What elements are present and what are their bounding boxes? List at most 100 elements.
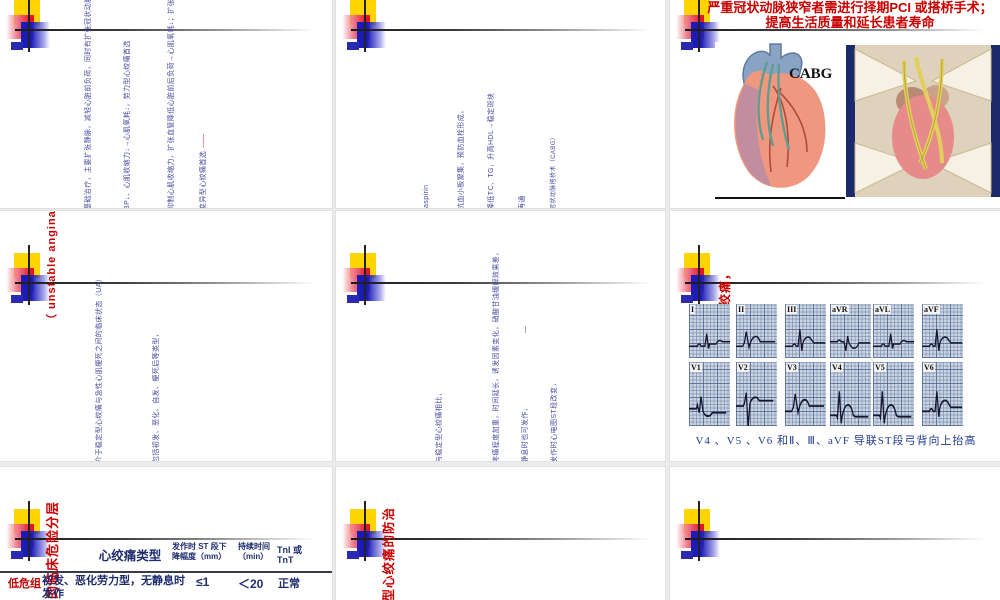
slide3-left-image-baseline bbox=[715, 197, 845, 199]
ecg-lead-panel-V5: V5 bbox=[873, 362, 914, 426]
logo-vertical-line bbox=[698, 0, 700, 52]
logo-vertical-line bbox=[364, 501, 366, 561]
slide-thumbnail-2[interactable]: aspirin 抗血小板聚集，预防血栓形成， 降低TC、TG，升高HDL→稳定斑… bbox=[336, 0, 665, 208]
title-underline-rule bbox=[685, 282, 985, 284]
slide-thumbnail-4[interactable]: （ unstable angina pecto 介于稳定型心绞痛与急性心肌梗死之… bbox=[0, 211, 332, 461]
logo-blue-chip bbox=[681, 295, 693, 303]
ecg-lead-panel-V2: V2 bbox=[736, 362, 777, 426]
logo-blue-chip bbox=[11, 551, 23, 559]
ecg-waveform bbox=[922, 391, 963, 417]
logo-blue-square bbox=[21, 22, 50, 48]
slide8-vertical-title: 不稳定型心绞痛的防治 bbox=[382, 506, 396, 600]
ecg-lead-label: aVF bbox=[923, 305, 940, 314]
ecg-lead-label: V2 bbox=[737, 363, 749, 372]
slide2-text-column-4: 再通 bbox=[519, 195, 526, 208]
slide-thumbnail-9[interactable] bbox=[670, 467, 1000, 600]
logo-vertical-line bbox=[28, 0, 30, 52]
slide2-text-column-5: 冠状动脉搭桥术（CABG） bbox=[551, 133, 557, 208]
logo-blue-chip bbox=[11, 42, 23, 50]
slide-thumbnail-6[interactable]: 绞痛， I II III aVR aVL aVF V1 V2 V3 V4 V5 V6 V4 、V5 、… bbox=[670, 211, 1000, 461]
title-underline-rule bbox=[685, 538, 985, 540]
logo-blue-chip bbox=[11, 295, 23, 303]
ecg-waveform bbox=[873, 391, 912, 424]
logo-blue-square bbox=[691, 531, 720, 557]
slide5-text-column-1: 与稳定型心绞痛相比， bbox=[436, 389, 443, 461]
slide-thumbnail-1[interactable]: 基础治疗，主要扩张静脉，减轻心脏前负荷，同时有扩张冠状动脉的作用 BP↓、心肌收… bbox=[0, 0, 332, 208]
logo-vertical-line bbox=[698, 501, 700, 561]
ecg-lead-panel-aVR: aVR bbox=[830, 304, 871, 358]
cabg-heart-illustration: CABG bbox=[715, 42, 845, 197]
title-underline-rule bbox=[15, 538, 315, 540]
ecg-lead-label: V6 bbox=[923, 363, 935, 372]
slide1-text-column-3: 抑制心肌收缩力，扩张血管降低心脏前后负荷→心肌氧耗↓；扩张冠状动脉 bbox=[168, 0, 175, 208]
slide1-red-dash: —— bbox=[200, 134, 207, 148]
ecg-waveform bbox=[736, 331, 776, 351]
ecg-waveform bbox=[922, 329, 963, 351]
ecg-lead-panel-aVF: aVF bbox=[922, 304, 963, 358]
slide-thumbnail-7[interactable]: 不稳定型心绞痛的临床危险分层 心绞痛类型 发作时 ST 段下降幅度（mm） 持续… bbox=[0, 467, 332, 600]
slide6-vertical-title: 绞痛， bbox=[718, 266, 732, 306]
table-header-troponin: TnI 或 TnT bbox=[277, 545, 302, 565]
table-cell-angina-type: 初发、恶化劳力型，无静息时发作 bbox=[42, 575, 185, 600]
ecg-lead-label: V5 bbox=[874, 363, 886, 372]
slide3-title-line1: 严重冠状动脉狭窄者需进行择期PCI 或搭桥手术； bbox=[707, 0, 993, 15]
logo-vertical-line bbox=[28, 245, 30, 305]
logo-blue-chip bbox=[681, 551, 693, 559]
slide1-text-column-4: 变异型心绞痛首选 bbox=[200, 150, 207, 208]
ecg-lead-label: V1 bbox=[690, 363, 702, 372]
logo-vertical-line bbox=[364, 0, 366, 52]
title-underline-rule bbox=[351, 29, 651, 31]
ecg-waveform bbox=[830, 391, 869, 424]
slide-thumbnail-3[interactable]: 严重冠状动脉狭窄者需进行择期PCI 或搭桥手术； 提高生活质量和延长患者寿命 C… bbox=[670, 0, 1000, 208]
ecg-lead-panel-I: I bbox=[689, 304, 730, 358]
ecg-lead-panel-II: II bbox=[736, 304, 777, 358]
title-underline-rule bbox=[351, 538, 651, 540]
logo-vertical-line bbox=[698, 245, 700, 305]
slide3-title: 严重冠状动脉狭窄者需进行择期PCI 或搭桥手术； 提高生活质量和延长患者寿命 bbox=[705, 0, 995, 30]
logo-vertical-line bbox=[364, 245, 366, 305]
table-cell-troponin: 正常 bbox=[278, 578, 300, 590]
svg-text:CABG: CABG bbox=[789, 66, 833, 82]
ecg-waveform bbox=[689, 396, 727, 418]
slide2-text-column-3: 降低TC、TG，升高HDL→稳定斑块 bbox=[488, 92, 495, 208]
ecg-lead-label: II bbox=[737, 305, 746, 314]
ecg-waveform bbox=[689, 333, 730, 349]
logo-blue-chip bbox=[347, 551, 359, 559]
ecg-waveform bbox=[830, 335, 871, 351]
slide4-text-column-1: 介于稳定型心绞痛与急性心肌梗死之间的临床状态（UA） bbox=[96, 274, 103, 461]
title-underline-rule bbox=[15, 282, 315, 284]
ecg-waveform bbox=[873, 333, 914, 349]
ecg-lead-label: V4 bbox=[831, 363, 843, 372]
logo-blue-chip bbox=[347, 42, 359, 50]
slide5-text-column-4: 发作时心电图ST段改变， bbox=[551, 379, 558, 461]
ecg-lead-panel-aVL: aVL bbox=[873, 304, 914, 358]
logo-blue-chip bbox=[681, 42, 693, 50]
slide1-text-column-1: 基础治疗，主要扩张静脉，减轻心脏前负荷，同时有扩张冠状动脉的作用 bbox=[85, 0, 92, 208]
slide-thumbnail-5[interactable]: 与稳定型心绞痛相比， 疼痛程度加重，时间延长，诱发因素变化，硝酸甘油缓解效果差，… bbox=[336, 211, 665, 461]
table-header-st-depression: 发作时 ST 段下降幅度（mm） bbox=[172, 542, 227, 561]
slide1-text-column-2: BP↓、心肌收缩力↓→心肌氧耗↓，劳力型心绞痛首选 bbox=[124, 40, 131, 208]
ecg-lead-panel-V4: V4 bbox=[830, 362, 871, 426]
logo-blue-square bbox=[21, 531, 50, 557]
ecg-lead-label: aVL bbox=[874, 305, 892, 314]
slide5-dash: — bbox=[522, 325, 529, 333]
table-header-rule bbox=[0, 571, 332, 573]
slide4-vertical-title: （ unstable angina pecto bbox=[46, 211, 58, 325]
ecg-lead-panel-III: III bbox=[785, 304, 826, 358]
ecg-lead-panel-V3: V3 bbox=[785, 362, 826, 426]
ecg-lead-panel-V1: V1 bbox=[689, 362, 730, 426]
logo-blue-square bbox=[357, 22, 386, 48]
slide5-text-column-2: 疼痛程度加重，时间延长，诱发因素变化，硝酸甘油缓解效果差， bbox=[493, 248, 500, 461]
table-row-label-low-risk: 低危组 bbox=[8, 578, 41, 590]
ecg-lead-label: V3 bbox=[786, 363, 798, 372]
logo-blue-chip bbox=[347, 295, 359, 303]
slide4-text-column-2: 包括初发、恶化、自发、梗死后等类型， bbox=[153, 329, 160, 461]
title-underline-rule bbox=[685, 29, 985, 31]
ecg-waveform bbox=[736, 392, 774, 426]
slide-thumbnail-8[interactable]: 不稳定型心绞痛的防治 bbox=[336, 467, 665, 600]
table-header-duration: 持续时间（min） bbox=[238, 542, 270, 561]
title-underline-rule bbox=[351, 282, 651, 284]
logo-blue-square bbox=[691, 275, 720, 301]
slide5-text-column-3: 静息时也可发作， bbox=[522, 403, 529, 461]
